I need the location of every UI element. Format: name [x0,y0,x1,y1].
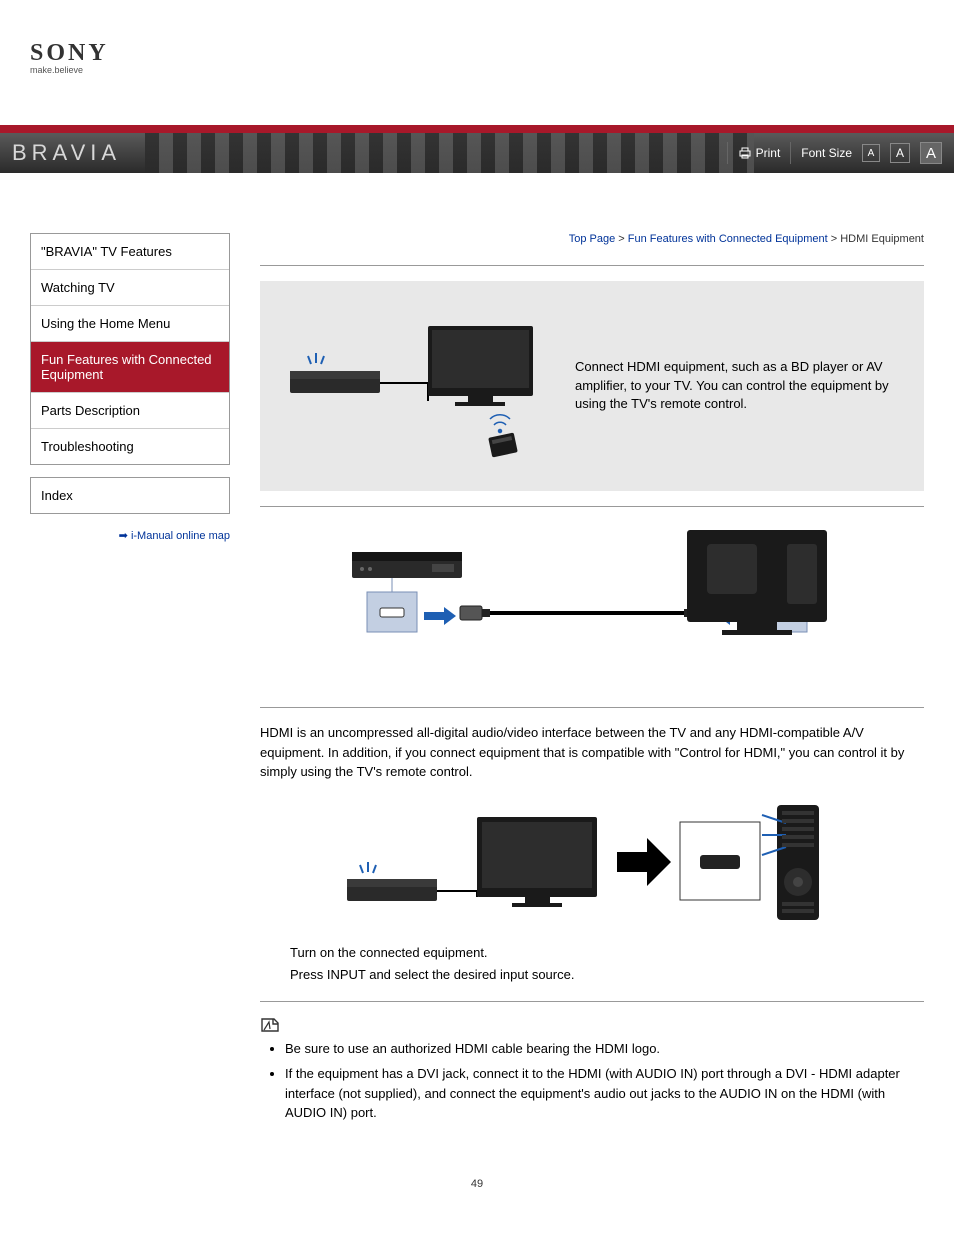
divider [260,707,924,708]
main-content: Top Page > Fun Features with Connected E… [260,233,924,1138]
intro-box: Connect HDMI equipment, such as a BD pla… [260,281,924,491]
steps: Turn on the connected equipment. Press I… [290,942,924,986]
sony-logo: SONY [30,40,924,67]
font-size-large[interactable]: A [920,142,942,164]
divider [260,506,924,507]
cable-diagram [260,522,924,692]
nav-item-watching[interactable]: Watching TV [31,270,229,306]
manual-map-link[interactable]: i-Manual online map [30,529,230,542]
breadcrumb-sep: > [615,233,628,245]
nav-item-troubleshooting[interactable]: Troubleshooting [31,429,229,464]
breadcrumb-section[interactable]: Fun Features with Connected Equipment [628,233,828,245]
intro-diagram [280,301,550,471]
breadcrumb-current: HDMI Equipment [840,233,924,245]
step-2: Press INPUT and select the desired input… [290,964,924,986]
nav-item-features[interactable]: "BRAVIA" TV Features [31,234,229,270]
font-size-label: Font Size [801,146,852,160]
nav-item-parts[interactable]: Parts Description [31,393,229,429]
print-button[interactable]: Print [727,142,792,164]
tagline: make.believe [30,65,924,75]
note-list: Be sure to use an authorized HDMI cable … [285,1039,924,1123]
accent-bar [0,125,954,133]
divider [260,265,924,266]
breadcrumb-top[interactable]: Top Page [569,233,615,245]
intro-text: Connect HDMI equipment, such as a BD pla… [575,358,899,415]
brand-block: SONY make.believe [30,40,924,75]
nav-item-fun-features[interactable]: Fun Features with Connected Equipment [31,342,229,393]
nav-item-home-menu[interactable]: Using the Home Menu [31,306,229,342]
control-diagram [260,797,924,927]
note-icon [260,1017,924,1033]
stripes-decor [145,133,754,173]
breadcrumb: Top Page > Fun Features with Connected E… [260,233,924,245]
note-1: Be sure to use an authorized HDMI cable … [285,1039,924,1059]
nav-index[interactable]: Index [30,477,230,514]
font-size-small[interactable]: A [862,144,880,162]
print-label: Print [756,146,781,160]
step-1: Turn on the connected equipment. [290,942,924,964]
breadcrumb-sep2: > [828,233,841,245]
header-bar: BRAVIA Print Font Size A A A [0,133,954,173]
page-number: 49 [30,1178,924,1190]
body-paragraph: HDMI is an uncompressed all-digital audi… [260,723,924,782]
font-size-medium[interactable]: A [890,143,910,163]
print-icon [738,146,752,160]
product-name: BRAVIA [12,140,121,166]
note-2: If the equipment has a DVI jack, connect… [285,1064,924,1123]
divider [260,1001,924,1002]
nav-group: "BRAVIA" TV Features Watching TV Using t… [30,233,230,465]
sidebar: "BRAVIA" TV Features Watching TV Using t… [30,233,230,1138]
